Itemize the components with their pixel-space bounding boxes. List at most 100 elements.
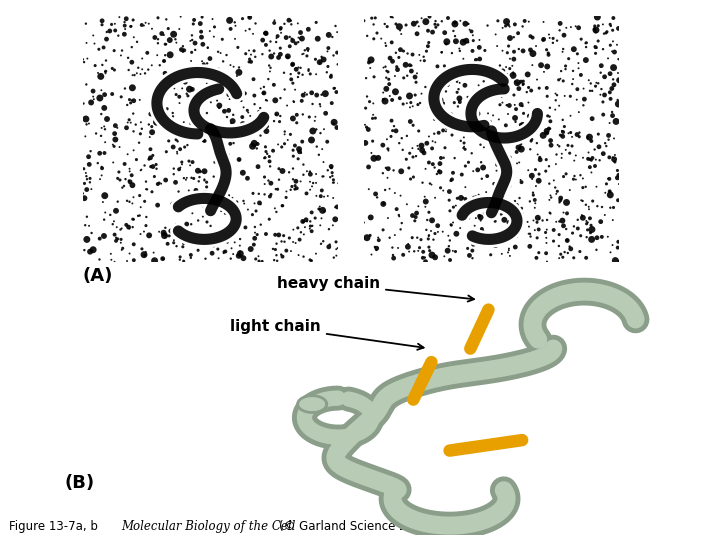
Point: [293, 251, 305, 259]
Point: [490, 210, 501, 218]
Point: [525, 232, 536, 241]
Point: [494, 61, 505, 70]
Point: [608, 14, 619, 22]
Point: [252, 163, 264, 171]
Point: [516, 178, 527, 186]
Point: [413, 127, 425, 136]
Point: [518, 109, 529, 118]
Point: [375, 35, 387, 43]
Point: [572, 215, 583, 224]
Point: [542, 49, 554, 57]
Point: [507, 232, 518, 241]
Point: [551, 150, 562, 159]
Point: [586, 235, 598, 244]
Point: [509, 197, 521, 205]
Point: [160, 106, 171, 114]
Point: [592, 202, 603, 211]
Point: [523, 166, 534, 174]
Point: [394, 94, 405, 103]
Point: [251, 144, 263, 153]
Point: [361, 123, 372, 131]
Point: [287, 164, 299, 173]
Point: [273, 231, 284, 239]
Point: [288, 97, 300, 105]
Point: [420, 17, 431, 26]
Point: [222, 82, 233, 91]
Point: [150, 164, 162, 173]
Point: [457, 38, 469, 46]
Point: [181, 90, 192, 98]
Point: [513, 84, 525, 93]
Point: [287, 238, 299, 246]
Point: [511, 159, 523, 168]
Point: [298, 230, 310, 239]
Point: [156, 254, 168, 263]
Point: [586, 225, 598, 234]
Point: [427, 28, 438, 36]
Point: [438, 153, 449, 162]
Point: [99, 138, 111, 146]
Point: [282, 53, 294, 62]
Point: [138, 251, 150, 259]
Point: [171, 147, 183, 156]
Point: [585, 168, 597, 177]
Point: [420, 165, 431, 173]
Point: [613, 55, 624, 64]
Point: [96, 86, 107, 94]
Point: [224, 77, 235, 86]
Point: [163, 24, 174, 33]
Point: [198, 97, 210, 106]
Point: [517, 120, 528, 129]
Point: [144, 133, 156, 141]
Point: [452, 102, 464, 111]
Point: [368, 20, 379, 29]
Point: [109, 46, 120, 55]
Point: [86, 98, 97, 107]
Point: [315, 129, 326, 138]
Point: [275, 24, 287, 32]
Point: [559, 248, 570, 256]
Point: [598, 29, 610, 38]
Point: [279, 19, 290, 28]
Point: [454, 215, 466, 224]
Point: [150, 160, 162, 169]
Point: [494, 150, 505, 159]
Point: [434, 96, 446, 105]
Point: [175, 12, 186, 21]
Point: [271, 251, 282, 260]
Point: [178, 257, 189, 266]
Point: [590, 28, 601, 37]
Point: [504, 233, 516, 242]
Point: [304, 167, 315, 176]
Point: [372, 233, 384, 242]
Point: [541, 215, 553, 224]
Point: [492, 157, 504, 165]
Point: [127, 84, 138, 92]
Point: [223, 226, 235, 234]
Point: [124, 224, 135, 233]
Point: [126, 43, 138, 51]
Point: [605, 41, 616, 50]
Point: [316, 145, 328, 153]
Point: [194, 173, 205, 181]
Point: [204, 221, 216, 230]
Point: [236, 89, 248, 97]
Point: [464, 251, 475, 260]
Point: [310, 18, 322, 27]
Point: [538, 18, 549, 26]
Point: [589, 161, 600, 170]
Point: [236, 134, 248, 143]
Point: [217, 57, 229, 66]
Point: [474, 140, 486, 149]
Point: [567, 75, 579, 83]
Point: [517, 102, 528, 110]
Point: [407, 50, 418, 59]
Point: [582, 134, 593, 143]
Point: [161, 147, 172, 156]
Point: [562, 249, 574, 258]
Point: [524, 197, 536, 206]
Point: [454, 17, 466, 25]
Point: [423, 38, 434, 47]
Point: [451, 120, 462, 129]
Point: [316, 52, 328, 61]
